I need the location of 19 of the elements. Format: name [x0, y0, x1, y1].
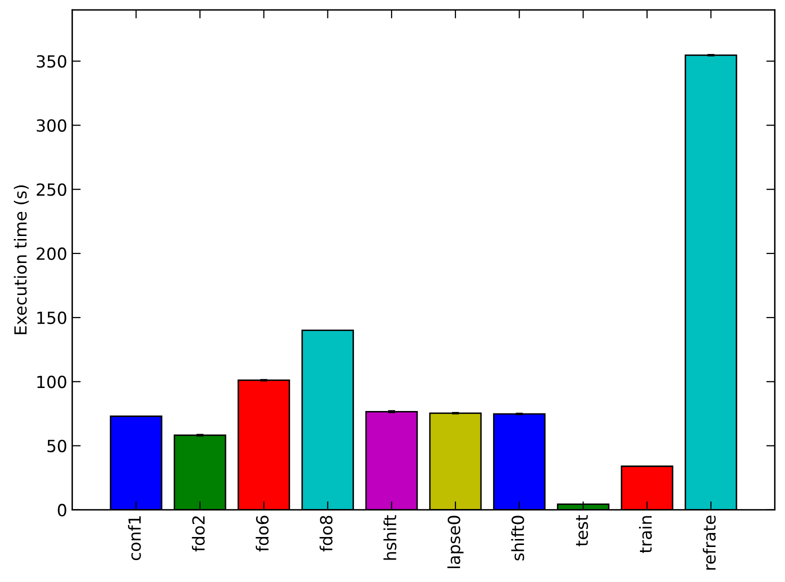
- x-tick-label: fdo6: [256, 516, 269, 552]
- y-tick-label: 150: [37, 312, 66, 324]
- y-tick-label: 250: [36, 183, 66, 196]
- y-tick-label: 50: [47, 440, 66, 452]
- x-tick-label: fdo8: [320, 516, 333, 552]
- x-tick-label: lapse0: [447, 516, 464, 568]
- x-tick-label: train: [638, 516, 652, 554]
- x-tick-label: conf1: [128, 516, 141, 560]
- y-tick-label: 350: [36, 55, 66, 68]
- y-tick-label: 0: [58, 504, 66, 516]
- x-tick-label: shift0: [511, 516, 524, 560]
- y-tick-label: 100: [37, 376, 66, 388]
- x-tick-label: test: [576, 515, 588, 546]
- x-tick-label: refrate: [702, 516, 716, 570]
- y-tick-label: 300: [36, 119, 66, 132]
- y-axis-title: Execution time (s): [14, 185, 29, 334]
- x-tick-label: hshift: [384, 515, 396, 560]
- y-tick-label: 200: [36, 247, 66, 260]
- x-tick-label: fdo2: [192, 516, 205, 552]
